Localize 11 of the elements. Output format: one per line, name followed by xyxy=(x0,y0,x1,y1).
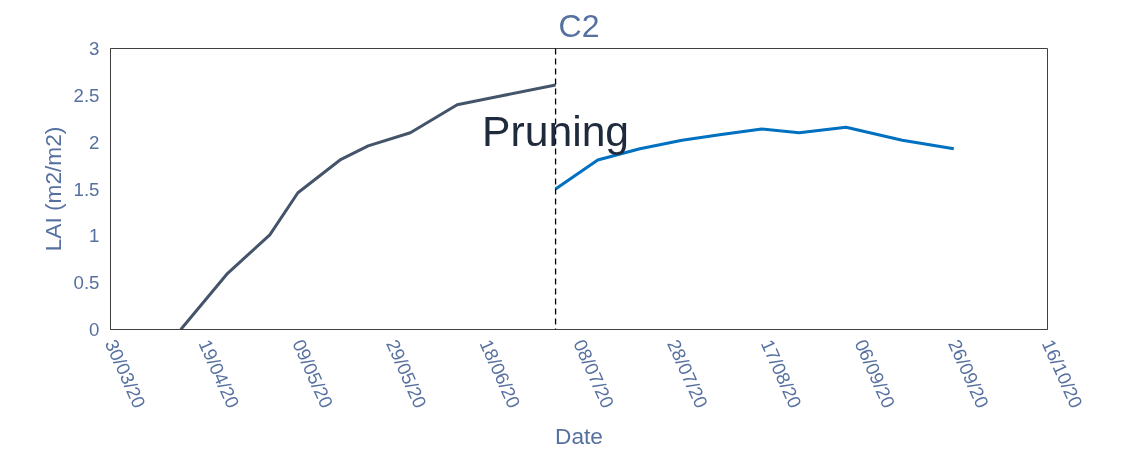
y-tick-label: 2 xyxy=(89,131,100,153)
y-tick-label: 0 xyxy=(89,319,100,340)
y-tick-label: 3 xyxy=(89,38,100,59)
y-tick-label: 2.5 xyxy=(73,84,100,106)
y-tick-label: 1.5 xyxy=(73,178,100,200)
y-axis-title: LAI (m2/m2) xyxy=(39,126,66,252)
y-tick-label: 1 xyxy=(89,225,100,247)
x-axis-title: Date xyxy=(555,423,603,450)
ref-line-label: Pruning xyxy=(482,106,630,155)
y-tick-label: 0.5 xyxy=(73,272,100,294)
chart-title: C2 xyxy=(558,7,600,44)
